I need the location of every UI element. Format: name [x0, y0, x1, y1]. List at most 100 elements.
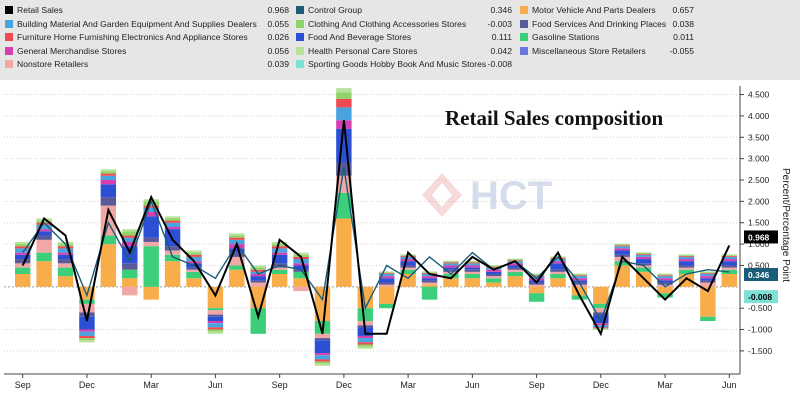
- bar-segment: [700, 316, 716, 321]
- bar-segment: [186, 278, 202, 287]
- bar-segment: [122, 241, 138, 247]
- legend-value: 0.968: [267, 5, 289, 15]
- bar-segment: [378, 282, 395, 285]
- retail-sales-line: [21, 120, 731, 337]
- bar-segment: [36, 261, 52, 287]
- bar-segment: [250, 280, 266, 283]
- bar-segment: [486, 271, 502, 274]
- bar-segment: [57, 267, 74, 277]
- bar-segment: [122, 235, 138, 238]
- bar-segment: [400, 274, 416, 287]
- bar-segment: [657, 274, 673, 276]
- bar-segment: [443, 274, 459, 279]
- bar-segment: [79, 335, 95, 339]
- bar-segment: [36, 224, 52, 230]
- bar-segment: [79, 338, 95, 341]
- bar-segment: [421, 284, 438, 287]
- bar-segment: [143, 241, 159, 247]
- bar-segment: [36, 229, 52, 232]
- y-tick-label: 1.000: [748, 239, 770, 249]
- bar-segment: [700, 273, 716, 274]
- bar-segment: [443, 278, 459, 287]
- bar-segment: [528, 284, 545, 287]
- legend-value: 0.026: [267, 32, 289, 42]
- bar-segment: [400, 256, 416, 260]
- bar-segment: [207, 308, 224, 311]
- y-axis-label: Percent/Percentage Point: [780, 168, 791, 282]
- bar-segment: [635, 253, 652, 254]
- bar-segment: [336, 88, 352, 93]
- legend-swatch: [520, 19, 528, 28]
- x-tick-label: Jun: [208, 380, 223, 390]
- bar-segment: [336, 92, 352, 99]
- bar-segment: [550, 259, 566, 262]
- bar-segment: [36, 220, 52, 223]
- legend-swatch: [296, 19, 304, 28]
- legend-item: Food And Beverage Stores 0.111: [296, 32, 514, 43]
- bar-segment: [721, 261, 738, 266]
- bar-segment: [421, 274, 438, 277]
- legend-item: Retail Sales 0.968: [5, 5, 291, 16]
- bar-segment: [464, 267, 481, 270]
- bar-segment: [678, 256, 695, 260]
- bar-segment: [593, 312, 609, 315]
- bar-segment: [293, 278, 309, 287]
- bar-segment: [593, 327, 609, 329]
- bar-segment: [486, 276, 502, 279]
- legend-label: Nonstore Retailers: [17, 59, 89, 69]
- bar-segment: [14, 244, 31, 247]
- bar-segment: [293, 259, 309, 264]
- bar-segment: [421, 282, 438, 285]
- bar-segment: [79, 303, 95, 313]
- bar-segment: [143, 216, 159, 238]
- bar-segment: [100, 197, 117, 206]
- legend-value: -0.055: [669, 45, 694, 56]
- bar-segment: [14, 252, 31, 255]
- bar-segment: [164, 216, 181, 219]
- bar-segment: [678, 259, 695, 262]
- legend-swatch: [520, 6, 528, 14]
- bar-segment: [36, 231, 52, 236]
- bar-segment: [229, 248, 245, 253]
- bar-segment: [443, 261, 459, 263]
- bar-segment: [400, 265, 416, 268]
- bar-segment: [250, 267, 266, 270]
- bar-segment: [657, 286, 673, 294]
- bar-segment: [357, 338, 374, 343]
- bar-segment: [100, 180, 117, 185]
- legend-value: 0.657: [672, 5, 694, 15]
- bar-segment: [79, 329, 95, 332]
- bar-segment: [122, 286, 138, 296]
- x-tick-label: Mar: [143, 380, 159, 390]
- control-group-line: [22, 167, 730, 323]
- bar-segment: [635, 256, 652, 260]
- bar-segment: [250, 274, 266, 277]
- bar-segment: [507, 269, 523, 272]
- legend-value: 0.011: [673, 32, 694, 42]
- bar-segment: [571, 274, 588, 276]
- bar-segment: [443, 269, 459, 272]
- bar-segment: [100, 244, 117, 287]
- bar-segment: [700, 282, 716, 287]
- bar-segment: [721, 256, 738, 257]
- bar-segment: [122, 278, 138, 287]
- legend-value: 0.055: [267, 18, 289, 29]
- bar-segment: [550, 274, 566, 279]
- bar-segment: [14, 254, 31, 260]
- bar-segment: [314, 338, 331, 341]
- bar-segment: [464, 278, 481, 287]
- legend-item: Clothing And Clothing Accessories Stores…: [296, 19, 514, 30]
- chart-legend: Retail Sales 0.968 Building Material And G…: [0, 0, 800, 81]
- bar-segment: [57, 252, 74, 255]
- bar-segment: [79, 340, 95, 343]
- value-tag-text: 0.968: [748, 232, 770, 242]
- bar-segment: [464, 274, 481, 279]
- legend-item: Gasoline Stations 0.011: [520, 32, 696, 43]
- bar-segment: [100, 235, 117, 245]
- value-tag-bg: [744, 290, 778, 304]
- bar-segment: [250, 265, 266, 268]
- y-tick-label: -1.000: [748, 325, 772, 335]
- bar-segment: [507, 265, 523, 268]
- y-tick-label: 2.000: [748, 196, 770, 206]
- y-tick-label: 0.500: [748, 260, 770, 270]
